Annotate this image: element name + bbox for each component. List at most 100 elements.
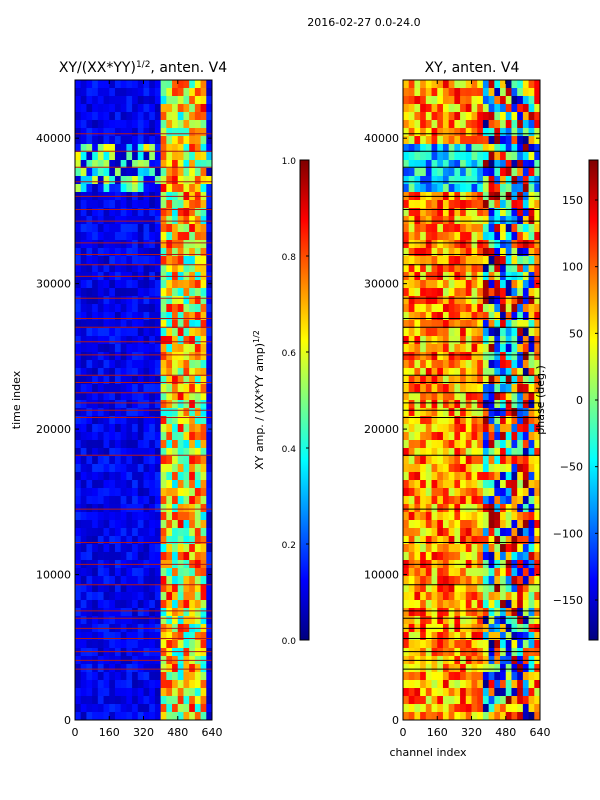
heatmap-cell	[448, 304, 455, 313]
heatmap-cell	[75, 632, 82, 641]
heatmap-cell	[189, 472, 196, 481]
heatmap-cell	[86, 200, 93, 209]
heatmap-cell	[488, 104, 495, 113]
heatmap-cell	[103, 432, 110, 441]
heatmap-cell	[154, 184, 162, 193]
heatmap-cell	[189, 104, 196, 113]
heatmap-cell	[425, 544, 432, 553]
heatmap-cell	[143, 152, 150, 161]
heatmap-cell	[465, 344, 472, 353]
heatmap-cell	[172, 704, 179, 713]
heatmap-cell	[183, 576, 190, 585]
heatmap-cell	[97, 456, 104, 465]
heatmap-cell	[109, 472, 116, 481]
heatmap-cell	[431, 376, 438, 385]
heatmap-cell	[149, 544, 156, 553]
heatmap-cell	[143, 128, 150, 137]
heatmap-cell	[160, 488, 167, 497]
heatmap-cell	[465, 200, 472, 209]
heatmap-cell	[114, 408, 122, 417]
heatmap-cell	[431, 544, 438, 553]
heatmap-cell	[143, 712, 150, 721]
heatmap-cell	[420, 688, 427, 697]
heatmap-cell	[189, 528, 196, 537]
heatmap-cell	[194, 128, 201, 137]
heatmap-cell	[488, 456, 495, 465]
heatmap-cell	[471, 520, 478, 529]
heatmap-cell	[488, 608, 495, 617]
heatmap-cell	[92, 176, 99, 185]
heatmap-cell	[511, 368, 518, 377]
heatmap-cell	[137, 392, 144, 401]
heatmap-cell	[166, 608, 173, 617]
heatmap-cell	[517, 216, 524, 225]
heatmap-cell	[465, 632, 472, 641]
heatmap-cell	[137, 304, 144, 313]
heatmap-cell	[505, 224, 512, 233]
heatmap-cell	[425, 424, 432, 433]
heatmap-cell	[500, 176, 507, 185]
heatmap-cell	[408, 160, 415, 169]
heatmap-cell	[454, 320, 461, 329]
heatmap-cell	[149, 200, 156, 209]
heatmap-cell	[137, 672, 144, 681]
heatmap-cell	[471, 696, 478, 705]
heatmap-cell	[177, 536, 184, 545]
heatmap-cell	[408, 664, 415, 673]
heatmap-cell	[189, 384, 196, 393]
heatmap-cell	[92, 704, 99, 713]
amplitude-heatmap-image	[75, 80, 213, 721]
heatmap-cell	[528, 336, 535, 345]
heatmap-cell	[528, 568, 535, 577]
heatmap-cell	[92, 112, 99, 121]
heatmap-cell	[86, 80, 93, 89]
heatmap-cell	[194, 160, 201, 169]
heatmap-cell	[477, 352, 484, 361]
heatmap-cell	[137, 168, 144, 177]
heatmap-cell	[522, 632, 529, 641]
heatmap-cell	[154, 680, 162, 689]
heatmap-cell	[143, 144, 150, 153]
heatmap-cell	[154, 136, 162, 145]
heatmap-cell	[500, 208, 507, 217]
heatmap-cell	[154, 176, 162, 185]
heatmap-cell	[92, 152, 99, 161]
heatmap-cell	[200, 448, 207, 457]
heatmap-cell	[143, 312, 150, 321]
heatmap-cell	[494, 392, 501, 401]
heatmap-cell	[465, 512, 472, 521]
heatmap-cell	[471, 464, 478, 473]
heatmap-cell	[160, 512, 167, 521]
heatmap-cell	[126, 256, 133, 265]
heatmap-cell	[126, 576, 133, 585]
heatmap-cell	[194, 648, 201, 657]
heatmap-cell	[97, 376, 104, 385]
heatmap-cell	[177, 280, 184, 289]
heatmap-cell	[154, 256, 162, 265]
colorbar-tick-label: 150	[562, 194, 583, 207]
heatmap-cell	[109, 600, 116, 609]
heatmap-cell	[534, 328, 541, 337]
heatmap-cell	[200, 288, 207, 297]
heatmap-cell	[465, 568, 472, 577]
heatmap-cell	[132, 240, 139, 249]
heatmap-cell	[160, 368, 167, 377]
heatmap-cell	[442, 240, 450, 249]
heatmap-cell	[482, 240, 490, 249]
heatmap-cell	[431, 552, 438, 561]
heatmap-cell	[414, 80, 421, 89]
heatmap-cell	[103, 352, 110, 361]
heatmap-cell	[160, 184, 167, 193]
heatmap-cell	[477, 544, 484, 553]
heatmap-cell	[482, 304, 490, 313]
heatmap-cell	[149, 448, 156, 457]
heatmap-cell	[414, 288, 421, 297]
heatmap-cell	[471, 432, 478, 441]
heatmap-cell	[460, 120, 467, 129]
heatmap-cell	[143, 176, 150, 185]
heatmap-cell	[442, 424, 450, 433]
heatmap-cell	[120, 608, 127, 617]
heatmap-cell	[177, 160, 184, 169]
heatmap-cell	[109, 336, 116, 345]
heatmap-cell	[126, 408, 133, 417]
